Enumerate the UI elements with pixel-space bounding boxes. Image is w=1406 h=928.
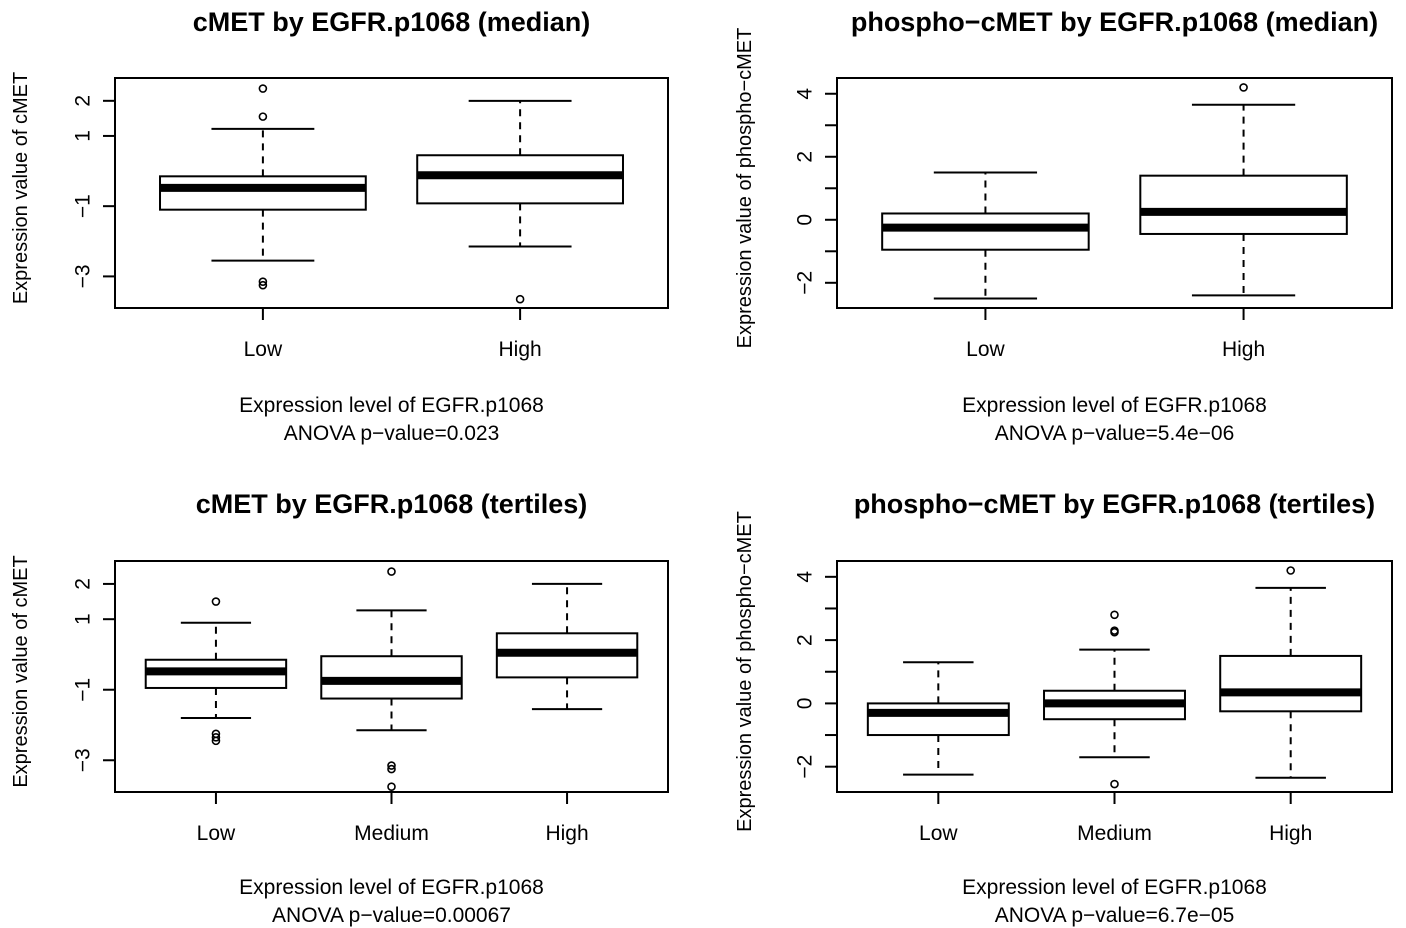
box-medium — [1043, 610, 1186, 789]
y-tick-label: −1 — [72, 678, 95, 702]
box-low — [881, 171, 1090, 300]
box-iqr — [159, 175, 367, 211]
chart-panel-4: phospho−cMET by EGFR.p1068 (tertiles) −2 0… — [734, 489, 1393, 927]
outlier-point — [387, 782, 396, 792]
chart-panel-1: cMET by EGFR.p1068 (median) −3 −1 1 2 Express… — [10, 7, 669, 445]
outlier-point — [1286, 566, 1295, 575]
x-tick-label: Low — [197, 822, 236, 845]
x-tick-label: Medium — [354, 822, 429, 845]
y-tick-label: 2 — [794, 151, 817, 163]
chart-title: cMET by EGFR.p1068 (median) — [193, 7, 591, 37]
y-tick-label: 4 — [794, 88, 817, 100]
box-high — [1219, 566, 1363, 779]
anova-p-value: ANOVA p−value=5.4e−06 — [995, 422, 1235, 445]
x-axis-label: Expression level of EGFR.p1068 — [962, 394, 1267, 417]
y-tick-label: 1 — [72, 613, 95, 625]
box-iqr — [416, 154, 624, 205]
outlier-point — [387, 567, 396, 576]
box-high — [495, 582, 639, 711]
box-iqr — [866, 702, 1010, 737]
outlier-point — [387, 764, 396, 774]
y-tick-label: −2 — [794, 755, 817, 779]
outlier-point — [258, 277, 268, 286]
outlier-point — [258, 84, 268, 93]
box-iqr — [1219, 654, 1363, 713]
x-tick-label: Low — [966, 338, 1005, 361]
box-low — [144, 597, 288, 746]
box-iqr — [1139, 174, 1348, 235]
box-high — [1139, 83, 1348, 297]
chart-title: phospho−cMET by EGFR.p1068 (tertiles) — [854, 489, 1375, 519]
box-low — [159, 84, 367, 290]
anova-p-value: ANOVA p−value=6.7e−05 — [995, 904, 1235, 927]
y-tick-label: 1 — [72, 130, 95, 142]
y-tick-label: 0 — [794, 698, 817, 710]
outlier-point — [211, 736, 221, 746]
box-low — [866, 661, 1010, 776]
y-axis-label: Expression value of cMET — [10, 555, 32, 787]
anova-p-value: ANOVA p−value=0.023 — [284, 422, 500, 445]
chart-panel-3: cMET by EGFR.p1068 (tertiles) −3 −1 1 2 Expre… — [10, 489, 669, 927]
y-tick-label: 0 — [794, 214, 817, 226]
outlier-point — [211, 733, 221, 742]
outlier-point — [258, 112, 268, 121]
x-axis-label: Expression level of EGFR.p1068 — [239, 876, 544, 899]
chart-title: cMET by EGFR.p1068 (tertiles) — [196, 489, 588, 519]
x-tick-label: High — [545, 822, 588, 845]
outlier-point — [258, 280, 268, 290]
x-axis-label: Expression level of EGFR.p1068 — [239, 394, 544, 417]
y-tick-label: −3 — [72, 748, 95, 772]
y-tick-label: 4 — [794, 571, 817, 583]
x-axis-label: Expression level of EGFR.p1068 — [962, 876, 1267, 899]
y-tick-label: −2 — [794, 271, 817, 295]
box-medium — [320, 567, 463, 792]
outlier-point — [211, 597, 221, 606]
chart-panel-2: phospho−cMET by EGFR.p1068 (median) −2 0 2 4… — [734, 7, 1393, 445]
x-tick-label: Medium — [1077, 822, 1152, 845]
y-tick-label: 2 — [794, 634, 817, 646]
y-tick-label: 2 — [72, 95, 95, 107]
x-tick-label: High — [1269, 822, 1312, 845]
y-tick-label: −1 — [72, 194, 95, 218]
outlier-point — [515, 294, 525, 304]
x-tick-label: Low — [244, 338, 283, 361]
y-tick-label: 2 — [72, 578, 95, 590]
y-axis-label: Expression value of phospho−cMET — [734, 511, 756, 832]
outlier-point — [1110, 610, 1119, 620]
outlier-point — [1110, 779, 1119, 789]
anova-p-value: ANOVA p−value=0.00067 — [272, 904, 511, 927]
x-tick-label: High — [1222, 338, 1265, 361]
plot-frame — [114, 77, 669, 309]
x-tick-label: High — [499, 338, 542, 361]
chart-title: phospho−cMET by EGFR.p1068 (median) — [851, 7, 1378, 37]
outlier-point — [1110, 627, 1119, 637]
y-axis-label: Expression value of phospho−cMET — [734, 28, 756, 349]
outlier-point — [387, 761, 396, 770]
y-axis-label: Expression value of cMET — [10, 72, 32, 304]
outlier-point — [1239, 83, 1248, 92]
box-high — [416, 99, 624, 304]
plot-frame — [836, 77, 1393, 309]
x-tick-label: Low — [919, 822, 958, 845]
y-tick-label: −3 — [72, 264, 95, 288]
